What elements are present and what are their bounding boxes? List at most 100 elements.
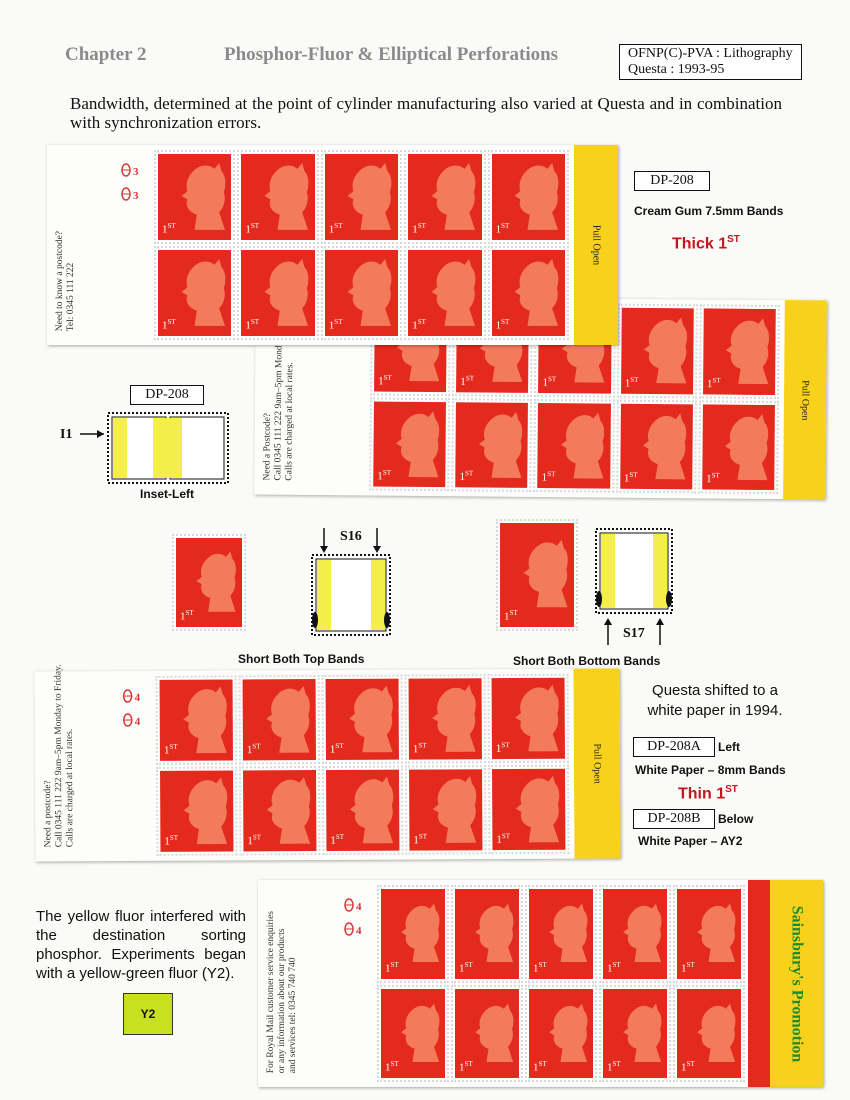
- stamp-value: 1ST: [681, 1060, 695, 1074]
- queen-head: [431, 258, 476, 326]
- stamp-digit: 1: [504, 611, 510, 623]
- stamp-design: 1ST: [176, 538, 242, 627]
- stamp-suffix: ST: [418, 741, 427, 750]
- spec-line: OFNP(C)-PVA : Lithography: [628, 46, 793, 61]
- band: [170, 418, 182, 478]
- stamp: 1ST: [599, 984, 671, 1082]
- single-label: S17: [623, 626, 645, 641]
- stamp-suffix: ST: [335, 742, 344, 751]
- stamp: 1ST: [404, 246, 486, 340]
- head-shape: [431, 258, 476, 326]
- queen-head: [726, 318, 770, 385]
- cover-text: Need to know a postcode? Tel: 0345 111 22…: [55, 231, 77, 331]
- stamp-suffix: ST: [465, 374, 475, 383]
- stamp-design: 1ST: [529, 889, 593, 979]
- s17-diagram: [595, 528, 673, 645]
- elliptical-perf: [666, 591, 672, 607]
- head-shape: [523, 539, 568, 608]
- stamp-suffix: ST: [501, 832, 511, 841]
- stamp-design: 1ST: [381, 988, 445, 1078]
- stamp-design: 1ST: [619, 403, 693, 490]
- cylinder-number: 4: [122, 689, 141, 705]
- stamp-design: 1ST: [325, 678, 399, 761]
- stamp-suffix: ST: [334, 222, 343, 231]
- stamp-design: 1ST: [529, 988, 593, 1078]
- grade-text: Thick 1: [672, 235, 728, 253]
- stamp-digit: 1: [412, 224, 418, 236]
- stamp-design: 1ST: [243, 770, 317, 852]
- stamp: 1ST: [369, 397, 451, 492]
- stamp-design: 1ST: [603, 889, 667, 979]
- queen-head: [196, 551, 237, 612]
- stamp-digit: 1: [245, 224, 251, 236]
- stamp-digit: 1: [495, 320, 502, 332]
- stamp-digit: 1: [681, 1062, 687, 1074]
- cover-line: Need to know a postcode?: [55, 230, 65, 331]
- stamp-value: 1ST: [162, 222, 176, 236]
- queen-head: [643, 317, 688, 384]
- stamp-design: 1ST: [455, 988, 519, 1078]
- stamp-value: 1ST: [460, 374, 474, 388]
- queen-head: [725, 413, 769, 480]
- stamp: 1ST: [320, 246, 403, 340]
- note: Questa shifted to a white paper in 1994.: [647, 682, 783, 719]
- head-shape: [348, 258, 392, 326]
- stamp-value: 1ST: [607, 961, 621, 975]
- stamp-digit: 1: [328, 224, 335, 236]
- head-shape: [623, 903, 662, 962]
- stamp: 1ST: [451, 885, 523, 983]
- stamp: 1ST: [320, 150, 403, 244]
- head-shape: [181, 162, 226, 230]
- stamp-digit: 1: [412, 320, 418, 332]
- stamp-design: 1ST: [677, 889, 741, 979]
- stamp-value: 1ST: [496, 222, 510, 236]
- booklet-pane: For Royal Mail customer service enquirie…: [258, 880, 823, 1087]
- queen-head: [623, 903, 662, 962]
- queen-head: [431, 685, 476, 752]
- queen-head: [348, 162, 392, 230]
- note: The yellow fluor interfered with the des…: [36, 908, 246, 982]
- head-shape: [515, 775, 559, 843]
- stamp: 1ST: [487, 673, 569, 764]
- stamp-suffix: ST: [501, 741, 510, 750]
- arrow-head: [604, 618, 612, 625]
- stamp: 1ST: [496, 519, 578, 631]
- stamp-design: 1ST: [500, 523, 574, 627]
- head-shape: [348, 162, 392, 230]
- queen-head: [623, 1003, 662, 1062]
- cover-line: For Royal Mail customer service enquirie…: [266, 910, 276, 1073]
- stamp-design: 1ST: [603, 988, 667, 1078]
- stamp-value: 1ST: [496, 741, 510, 755]
- stamp: 1ST: [237, 150, 319, 244]
- stamp-suffix: ST: [250, 222, 260, 231]
- cylinder-digit: 4: [134, 691, 141, 705]
- head-shape: [514, 684, 559, 752]
- head-shape: [725, 413, 769, 480]
- elliptical-perf: [596, 591, 602, 607]
- cover-line: Calls are charged at local rates.: [64, 728, 76, 848]
- stamp-suffix: ST: [612, 1060, 621, 1069]
- stamp-suffix: ST: [686, 960, 695, 969]
- band: [371, 560, 385, 630]
- elliptical-perf: [384, 612, 390, 628]
- stamp-value: 1ST: [164, 743, 178, 757]
- arrow-head: [97, 430, 104, 438]
- head-shape: [478, 411, 522, 478]
- stamp-suffix: ST: [417, 222, 426, 231]
- tab-text: Pull Open: [591, 743, 603, 784]
- stamp: 1ST: [405, 765, 487, 855]
- stamp-design: 1ST: [326, 769, 400, 852]
- stamp-design: 1ST: [408, 250, 482, 336]
- stamp: 1ST: [156, 766, 238, 856]
- caption: Short Both Bottom Bands: [513, 654, 661, 668]
- pull-tab: Sainsbury's Promotion: [748, 880, 823, 1087]
- grade-text: Thin 1: [678, 785, 726, 803]
- queen-head: [264, 258, 309, 326]
- stamp: 1ST: [153, 150, 236, 244]
- page-title: Phosphor-Fluor & Elliptical Perforations: [224, 44, 559, 65]
- cylinder-digit: 4: [356, 925, 362, 937]
- stamp-suffix: ST: [712, 376, 721, 385]
- head-shape: [514, 258, 559, 326]
- stamp: 1ST: [155, 675, 237, 765]
- band: [153, 418, 170, 478]
